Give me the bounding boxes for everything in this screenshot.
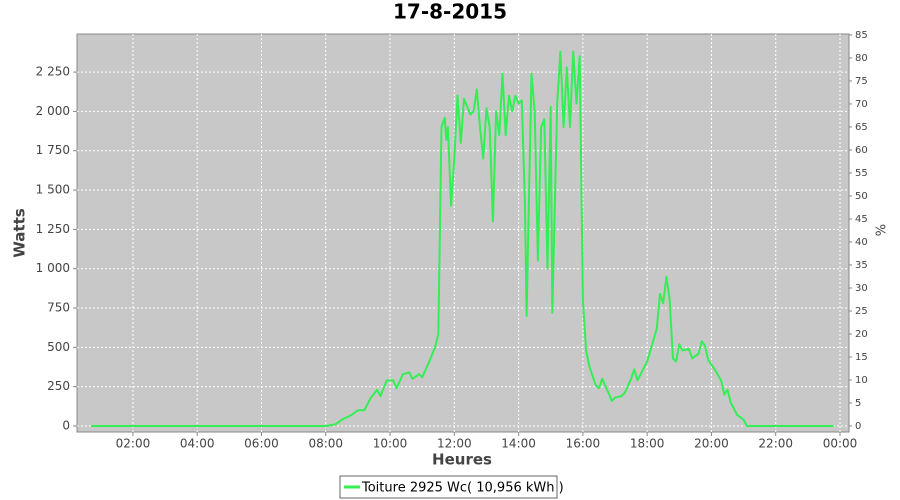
x-axis-label: Heures — [432, 451, 492, 469]
y-tick-label: 500 — [47, 340, 70, 354]
x-tick-label: 22:00 — [758, 437, 793, 451]
y2-tick-label: 75 — [855, 76, 868, 87]
y2-tick-label: 30 — [855, 283, 868, 294]
x-tick-label: 18:00 — [630, 437, 665, 451]
y-tick-label: 250 — [47, 379, 70, 393]
y2-tick-label: 65 — [855, 122, 868, 133]
chart-title: 17-8-2015 — [393, 0, 507, 24]
y2-tick-label: 25 — [855, 306, 868, 317]
x-tick-label: 00:00 — [823, 437, 858, 451]
y2-tick-label: 60 — [855, 145, 868, 156]
y-tick-label: 2 000 — [36, 104, 70, 118]
plot-area — [76, 33, 850, 433]
x-tick-label: 16:00 — [566, 437, 601, 451]
y2-tick-label: 20 — [855, 329, 868, 340]
y2-tick-label: 80 — [855, 53, 868, 64]
x-tick-label: 12:00 — [437, 437, 472, 451]
x-tick-label: 06:00 — [244, 437, 279, 451]
y2-tick-label: 70 — [855, 99, 868, 110]
y2-tick-label: 85 — [855, 30, 868, 41]
legend — [339, 475, 558, 499]
y2-tick-label: 15 — [855, 352, 868, 363]
y-tick-label: 1 250 — [36, 222, 70, 236]
y-tick-label: 1 750 — [36, 143, 70, 157]
y2-axis-label: % — [875, 224, 890, 236]
legend-label: Toiture 2925 Wc( 10,956 kWh ) — [361, 481, 564, 496]
x-tick-label: 08:00 — [308, 437, 343, 451]
y2-tick-label: 0 — [855, 421, 861, 432]
y-tick-label: 1 000 — [36, 261, 70, 275]
x-tick-label: 02:00 — [116, 437, 151, 451]
y-axis-label: Watts — [11, 208, 29, 257]
y2-tick-label: 10 — [855, 375, 868, 386]
y2-tick-label: 45 — [855, 214, 868, 225]
y2-tick-label: 50 — [855, 191, 868, 202]
y-tick-label: 2 250 — [36, 65, 70, 79]
y2-tick-label: 35 — [855, 260, 868, 271]
x-tick-label: 20:00 — [694, 437, 729, 451]
y-tick-label: 1 500 — [36, 183, 70, 197]
y2-tick-label: 5 — [855, 398, 861, 409]
x-tick-label: 14:00 — [501, 437, 536, 451]
y2-tick-label: 55 — [855, 168, 868, 179]
y-tick-label: 0 — [62, 419, 70, 433]
y2-tick-label: 40 — [855, 237, 868, 248]
x-tick-label: 10:00 — [373, 437, 408, 451]
x-tick-label: 04:00 — [180, 437, 215, 451]
series-line — [91, 50, 834, 427]
y-tick-label: 750 — [47, 301, 70, 315]
